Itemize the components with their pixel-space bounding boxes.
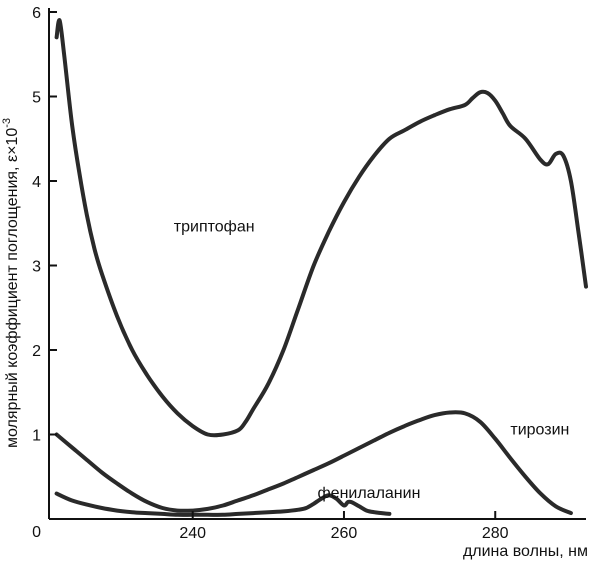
series-line-phenylalanine bbox=[54, 491, 392, 517]
y-tick-label: 6 bbox=[32, 5, 41, 22]
x-tick-label: 240 bbox=[179, 525, 206, 542]
y-tick-label: 2 bbox=[32, 343, 41, 360]
y-tick-label: 5 bbox=[32, 90, 41, 107]
y-axis-label-text: молярный коэффициент поглощения, ε×10 bbox=[4, 128, 21, 448]
series-line-tyrosine bbox=[54, 410, 573, 516]
y-tick-label: 1 bbox=[32, 428, 41, 445]
y-tick-label: 0 bbox=[32, 524, 41, 541]
labels-layer: триптофан тирозин фенилаланин bbox=[174, 219, 570, 502]
y-axis-label-exponent: -3 bbox=[1, 118, 13, 128]
y-axis-label: молярный коэффициент поглощения, ε×10-3 bbox=[1, 118, 21, 448]
series-label-tryptophan: триптофан bbox=[174, 219, 255, 236]
y-tick-label: 4 bbox=[32, 174, 41, 191]
y-axis-label-group: молярный коэффициент поглощения, ε×10-3 bbox=[1, 118, 21, 448]
series-line-tryptophan bbox=[54, 18, 588, 438]
axes-layer: 0 1 2 3 4 5 6 240 260 280 bbox=[32, 5, 586, 542]
y-tick-label: 3 bbox=[32, 259, 41, 276]
series-label-tyrosine: тирозин bbox=[510, 422, 569, 439]
x-axis-label: длина волны, нм bbox=[463, 543, 588, 560]
x-tick-label: 280 bbox=[482, 525, 509, 542]
series-label-phenylalanine: фенилаланин bbox=[318, 485, 421, 502]
series-layer bbox=[54, 18, 588, 517]
x-tick-label: 260 bbox=[331, 525, 358, 542]
